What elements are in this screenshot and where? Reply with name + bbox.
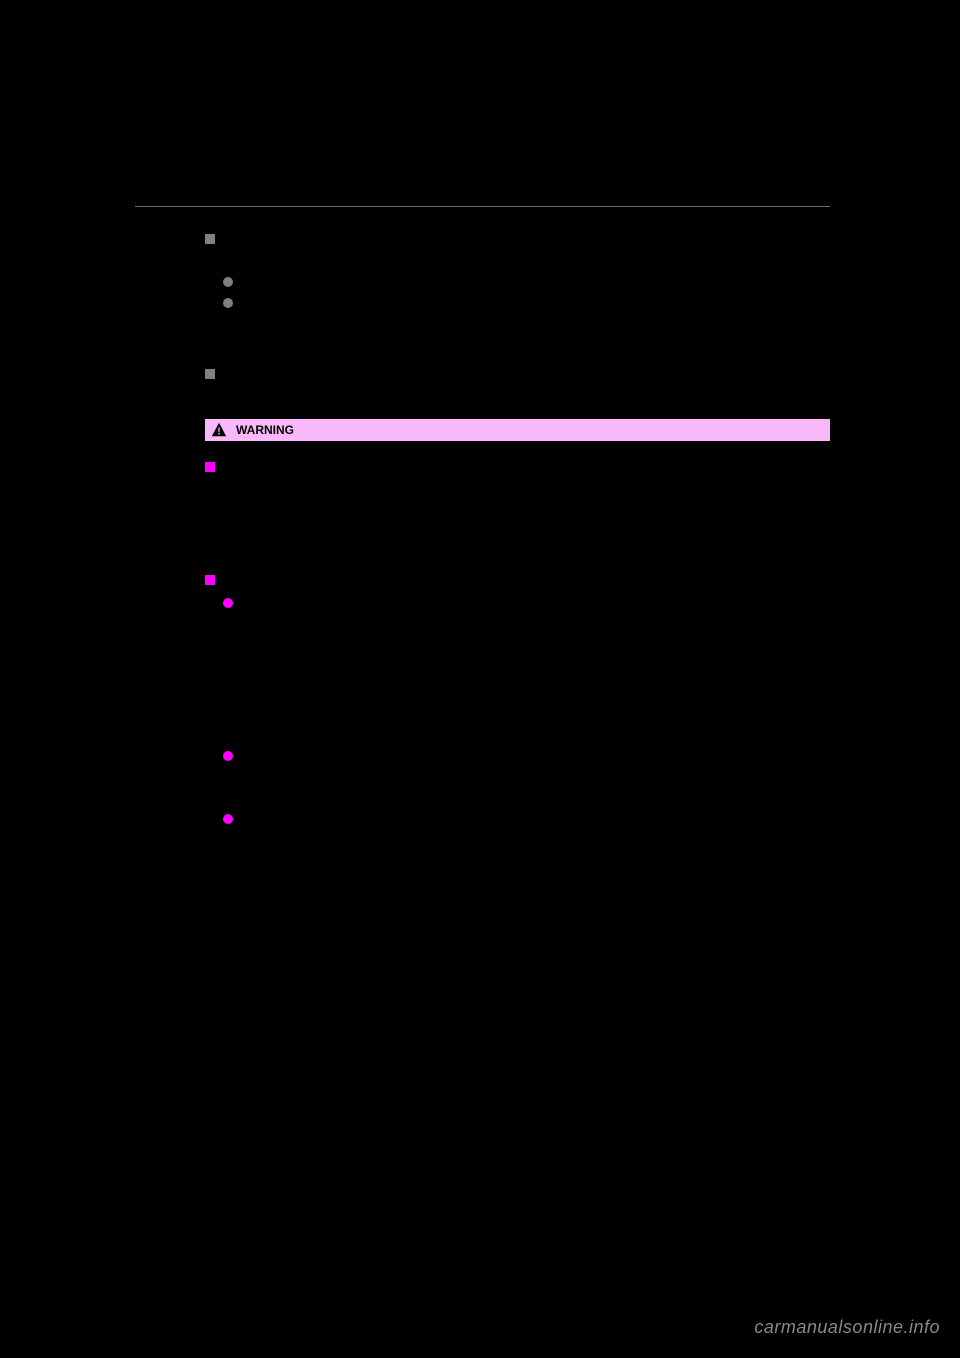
gray-square-icon <box>205 369 215 379</box>
section-header-2 <box>205 366 830 379</box>
gray-circle-icon <box>223 277 233 287</box>
magenta-square-icon <box>205 462 215 472</box>
magenta-circle-icon <box>223 598 233 608</box>
magenta-square-icon <box>205 575 215 585</box>
warning-triangle-icon: ! <box>210 421 228 439</box>
bullet-list-1 <box>223 274 830 308</box>
page-content: ! WARNING <box>135 206 830 834</box>
gray-square-icon <box>205 234 215 244</box>
list-item <box>223 295 830 308</box>
gray-circle-icon <box>223 298 233 308</box>
list-item <box>223 595 830 608</box>
list-item <box>223 274 830 287</box>
section-header-1 <box>205 231 830 244</box>
warning-header: ! WARNING <box>205 419 830 441</box>
magenta-circle-icon <box>223 751 233 761</box>
warning-content <box>205 459 830 824</box>
list-item <box>223 811 830 824</box>
warning-box: ! WARNING <box>205 419 830 824</box>
magenta-circle-icon <box>223 814 233 824</box>
svg-text:!: ! <box>217 427 220 438</box>
warning-section-1 <box>205 459 830 472</box>
divider-line <box>135 206 830 207</box>
list-item <box>223 748 830 761</box>
warning-label: WARNING <box>236 423 294 437</box>
warning-section-2 <box>205 572 830 585</box>
watermark: carmanualsonline.info <box>754 1317 940 1338</box>
warning-bullet-list <box>223 595 830 824</box>
